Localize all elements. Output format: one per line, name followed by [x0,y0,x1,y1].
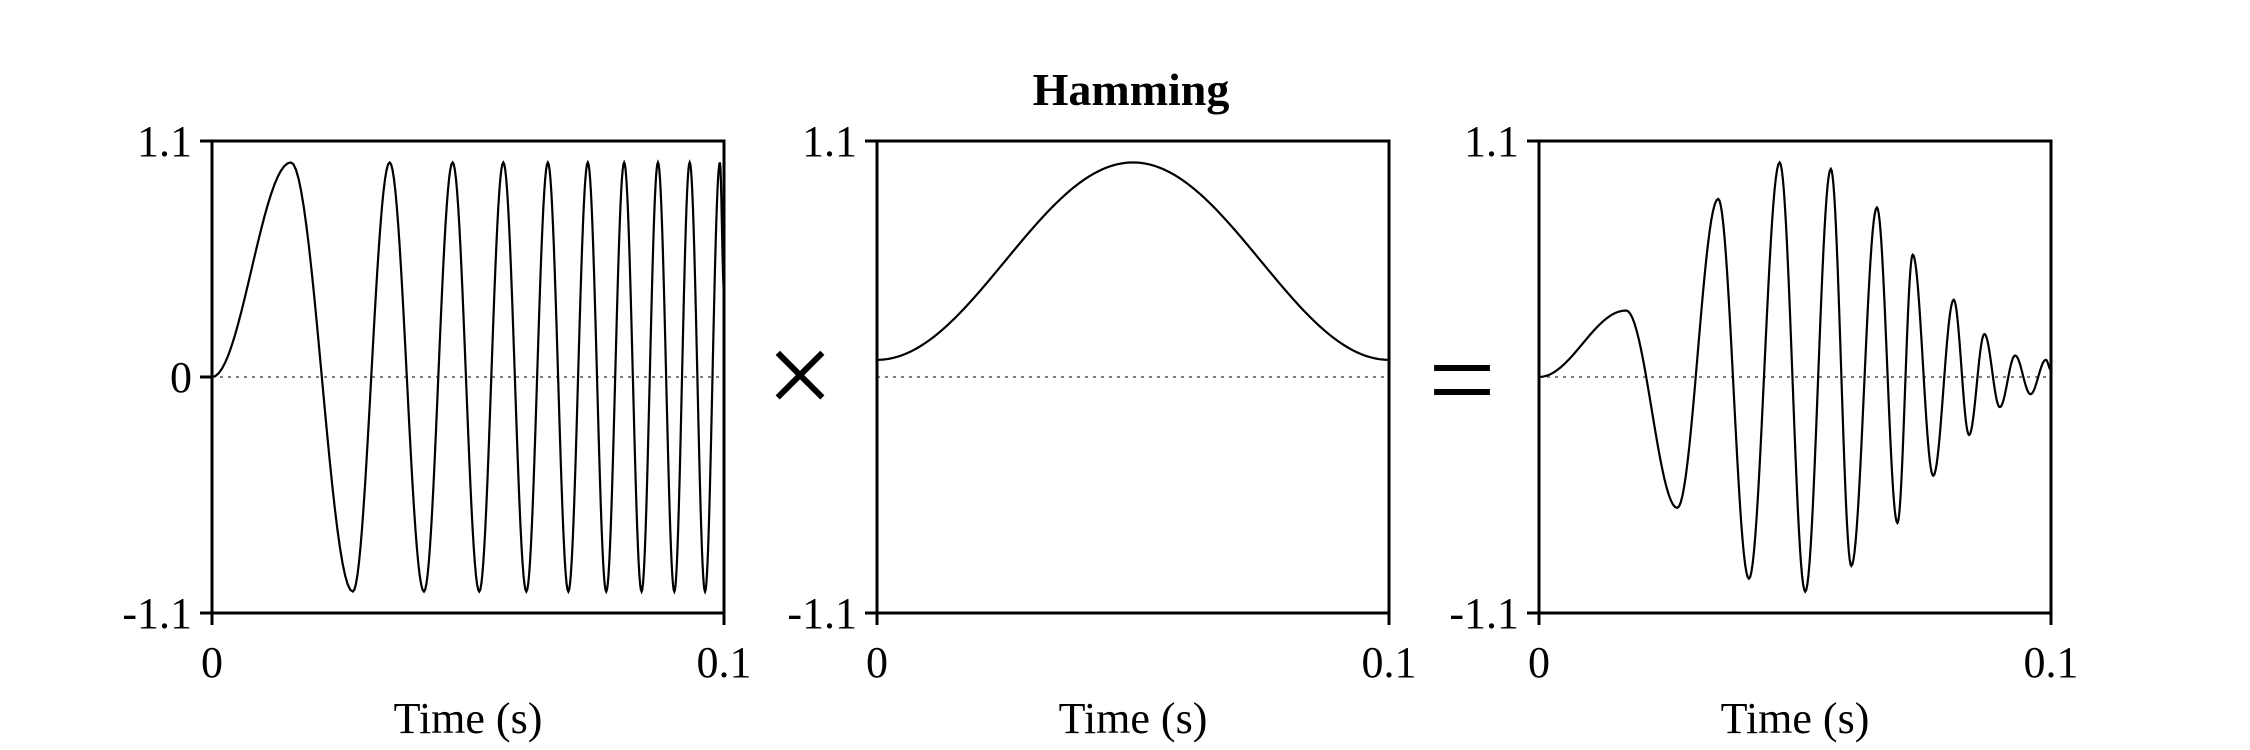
x-tick-label: 0 [866,638,888,687]
y-tick-label: 1.1 [1464,117,1519,166]
figure-title: Hamming [1033,64,1230,115]
chirp-signal-line [211,159,726,595]
x-tick-label: 0.1 [2024,638,2079,687]
panel-1: 1.1 0 -1.1 0 0.1 Time (s) [122,117,751,743]
x-axis-label: Time (s) [394,694,543,743]
plot-frame [875,139,1391,615]
plot-frame [1537,139,2053,615]
equals-operator: = [1428,313,1496,446]
y-tick-label: -1.1 [1449,589,1519,638]
y-tick-label: 0 [170,353,192,402]
hamming-window-line [876,161,1390,361]
x-tick-label: 0 [201,638,223,687]
panel-3: 1.1 -1.1 0 0.1 Time (s) [1449,117,2078,743]
multiply-operator: × [766,308,834,441]
windowed-signal-line [1538,160,2052,594]
y-tick-label: 1.1 [137,117,192,166]
panel-2: 1.1 -1.1 0 0.1 Time (s) [787,117,1416,743]
y-tick-label: 1.1 [802,117,857,166]
x-tick-label: 0 [1528,638,1550,687]
x-tick-label: 0.1 [697,638,752,687]
x-axis-label: Time (s) [1721,694,1870,743]
x-tick-label: 0.1 [1362,638,1417,687]
y-tick-label: -1.1 [122,589,192,638]
x-axis-label: Time (s) [1059,694,1208,743]
y-tick-label: -1.1 [787,589,857,638]
